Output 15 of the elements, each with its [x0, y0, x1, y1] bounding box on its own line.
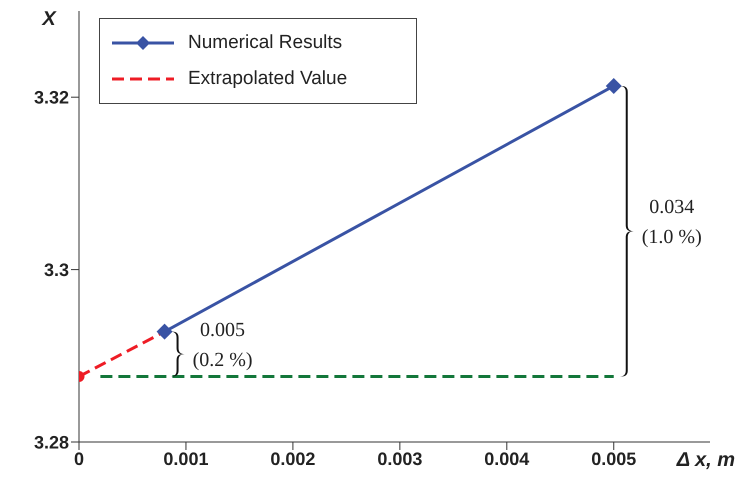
x-tick-label: 0 [74, 448, 84, 469]
annotation: 0.034 (1.0 %) [642, 196, 702, 248]
x-axis-title: Δ x, m [676, 449, 735, 471]
x-tick-label: 0.003 [377, 448, 422, 469]
y-tick-label: 3.3 [44, 260, 69, 280]
y-tick-label: 3.28 [34, 432, 69, 452]
x-tick-label: 0.005 [591, 448, 636, 469]
y-axis-title: X [41, 8, 58, 30]
legend-label: Extrapolated Value [188, 67, 348, 91]
x-tick-label: 0.001 [163, 448, 208, 469]
x-tick-label: 0.002 [270, 448, 316, 469]
x-tick-label: 0.004 [484, 448, 530, 469]
annotation: 0.005 (0.2 %) [192, 319, 253, 372]
legend-label: Numerical Results [188, 31, 342, 55]
y-tick-label: 3.32 [34, 88, 69, 108]
